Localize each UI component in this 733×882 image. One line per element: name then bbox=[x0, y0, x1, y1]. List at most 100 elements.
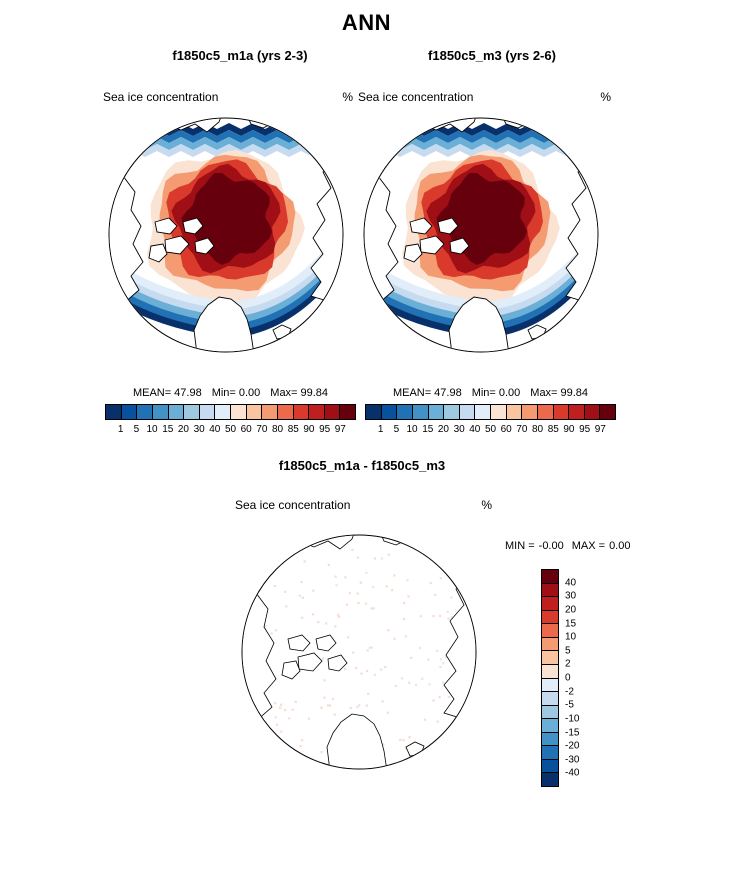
diff-speckle bbox=[402, 739, 405, 742]
min-value: 0.00 bbox=[498, 387, 521, 399]
land-outline bbox=[326, 713, 388, 769]
tick-label: 95 bbox=[579, 424, 591, 435]
diff-speckle bbox=[365, 571, 368, 574]
diff-speckle bbox=[303, 560, 306, 563]
diff-speckle bbox=[358, 704, 361, 707]
diff-speckle bbox=[440, 658, 443, 661]
tick-label: 5 bbox=[133, 424, 140, 435]
tick-label: 60 bbox=[240, 424, 252, 435]
tick-label: 20 bbox=[177, 424, 189, 435]
colorbar-diff-ticks: 40 30 20 15 10 5 2 0 -2 -5 -10 -15 -20 -30 -40 bbox=[565, 569, 595, 787]
land-outline bbox=[148, 243, 168, 263]
diff-speckle bbox=[436, 649, 439, 652]
diff-speckle bbox=[264, 624, 267, 627]
diff-speckle bbox=[331, 697, 335, 701]
diff-speckle bbox=[322, 657, 325, 660]
mean-value: 47.98 bbox=[174, 387, 202, 399]
tick-label: 2 bbox=[565, 658, 571, 670]
colorbar-segment bbox=[324, 405, 341, 419]
diff-speckle bbox=[280, 703, 283, 706]
diff-speckle bbox=[329, 704, 332, 707]
panel-diff-units-label: % bbox=[481, 498, 492, 512]
tick-label: 97 bbox=[334, 424, 346, 435]
diff-min-value: -0.00 bbox=[538, 540, 564, 552]
tick-label: 50 bbox=[484, 424, 497, 435]
diff-speckle bbox=[360, 672, 363, 675]
colorbar-segment bbox=[277, 405, 294, 419]
diff-speckle bbox=[317, 621, 320, 624]
ice-margin-band bbox=[133, 144, 313, 157]
diff-speckle bbox=[406, 579, 409, 582]
diff-speckle bbox=[364, 602, 368, 605]
diff-speckle bbox=[384, 666, 387, 669]
colorbar-segment bbox=[542, 570, 558, 584]
land-outline bbox=[448, 296, 510, 352]
diff-speckle bbox=[288, 717, 291, 720]
diff-speckle bbox=[352, 651, 355, 654]
tick-label: -2 bbox=[565, 686, 574, 698]
tick-label: 20 bbox=[437, 424, 449, 435]
diff-speckle bbox=[380, 668, 383, 671]
mean-label: MEAN= bbox=[132, 387, 172, 399]
colorbar-segment bbox=[199, 405, 216, 419]
tick-label: 15 bbox=[162, 424, 174, 435]
diff-speckle bbox=[294, 700, 297, 703]
diff-speckle bbox=[368, 646, 371, 649]
colorbar-segment bbox=[397, 405, 413, 419]
colorbar-segment bbox=[542, 759, 558, 774]
tick-label: 0 bbox=[565, 672, 571, 684]
colorbar-segment bbox=[459, 405, 476, 419]
diff-speckle bbox=[367, 692, 370, 695]
ice-margin-band bbox=[388, 137, 568, 150]
diff-max-label: MAX = bbox=[571, 540, 606, 552]
mean-label: MEAN= bbox=[392, 387, 432, 399]
land-outline bbox=[437, 217, 459, 235]
colorbar-segment bbox=[542, 719, 558, 733]
land-outline bbox=[154, 217, 178, 235]
diff-speckle bbox=[447, 695, 450, 699]
tick-label: 50 bbox=[224, 424, 237, 435]
colorbar-right bbox=[365, 404, 616, 420]
diff-max-value: 0.00 bbox=[609, 540, 631, 552]
max-label: Max= bbox=[530, 387, 558, 399]
diff-speckle bbox=[447, 617, 450, 620]
diff-speckle bbox=[366, 649, 369, 652]
diff-speckle bbox=[402, 618, 405, 621]
diff-speckle bbox=[391, 589, 394, 592]
tick-label: 10 bbox=[146, 424, 158, 435]
panel-left-stats: MEAN= 47.98 Min= 0.00 Max= 99.84 bbox=[105, 387, 356, 399]
diff-speckle bbox=[312, 613, 315, 616]
diff-speckle bbox=[429, 582, 432, 585]
panel-right-field-label: Sea ice concentration bbox=[358, 90, 474, 104]
tick-label: -15 bbox=[565, 727, 580, 738]
tick-label: 90 bbox=[563, 424, 575, 435]
tick-label: 80 bbox=[272, 424, 284, 435]
tick-label: 60 bbox=[500, 424, 512, 435]
diff-speckle bbox=[372, 586, 375, 589]
tick-label: 40 bbox=[469, 424, 481, 435]
panel-right-field-row: Sea ice concentration % bbox=[358, 90, 611, 104]
tick-label: 70 bbox=[256, 424, 268, 435]
land-outline bbox=[194, 237, 215, 255]
colorbar-segment bbox=[584, 405, 601, 419]
colorbar-segment bbox=[542, 664, 558, 679]
diff-speckle bbox=[394, 684, 397, 687]
tick-label: 85 bbox=[287, 424, 299, 435]
map-circle bbox=[241, 534, 477, 770]
diff-min-label: MIN = bbox=[505, 540, 535, 552]
panel-right-stats: MEAN= 47.98 Min= 0.00 Max= 99.84 bbox=[365, 387, 616, 399]
diff-speckle bbox=[344, 667, 347, 671]
diff-speckle bbox=[284, 709, 287, 712]
diff-speckle bbox=[291, 708, 294, 711]
diff-speckle bbox=[325, 622, 328, 625]
ice-margin-band bbox=[133, 130, 313, 143]
tick-label: 70 bbox=[516, 424, 528, 435]
colorbar-segment bbox=[246, 405, 263, 419]
colorbar-segment bbox=[168, 405, 185, 419]
colorbar-segment bbox=[542, 583, 558, 598]
diff-speckle bbox=[273, 584, 276, 587]
colorbar-segment bbox=[262, 405, 278, 419]
min-label: Min= bbox=[211, 387, 236, 399]
panel-left-field-row: Sea ice concentration % bbox=[103, 90, 353, 104]
diff-speckle bbox=[356, 706, 359, 709]
